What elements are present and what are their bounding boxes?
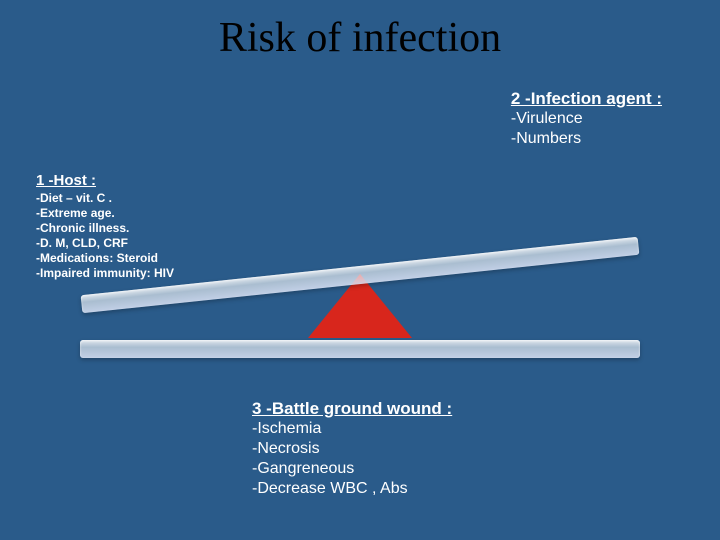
slide: Risk of infection 1 -Host : -Diet – vit.…	[0, 0, 720, 540]
host-item: -D. M, CLD, CRF	[36, 236, 174, 251]
wound-heading: 3 -Battle ground wound :	[252, 398, 452, 419]
slide-title: Risk of infection	[0, 14, 720, 62]
host-section: 1 -Host : -Diet – vit. C . -Extreme age.…	[36, 172, 174, 281]
host-item: -Extreme age.	[36, 206, 174, 221]
agent-section: 2 -Infection agent : -Virulence -Numbers	[511, 88, 662, 149]
host-heading: 1 -Host :	[36, 172, 174, 191]
wound-item: -Decrease WBC , Abs	[252, 479, 452, 499]
wound-section: 3 -Battle ground wound : -Ischemia -Necr…	[252, 398, 452, 499]
agent-item: -Numbers	[511, 129, 662, 149]
host-item: -Chronic illness.	[36, 221, 174, 236]
wound-item: -Gangreneous	[252, 459, 452, 479]
agent-heading: 2 -Infection agent :	[511, 88, 662, 109]
host-item: -Medications: Steroid	[36, 251, 174, 266]
wound-item: -Ischemia	[252, 419, 452, 439]
seesaw-bar-flat	[80, 340, 640, 358]
agent-item: -Virulence	[511, 109, 662, 129]
host-item: -Diet – vit. C .	[36, 191, 174, 206]
host-item: -Impaired immunity: HIV	[36, 266, 174, 281]
wound-item: -Necrosis	[252, 439, 452, 459]
